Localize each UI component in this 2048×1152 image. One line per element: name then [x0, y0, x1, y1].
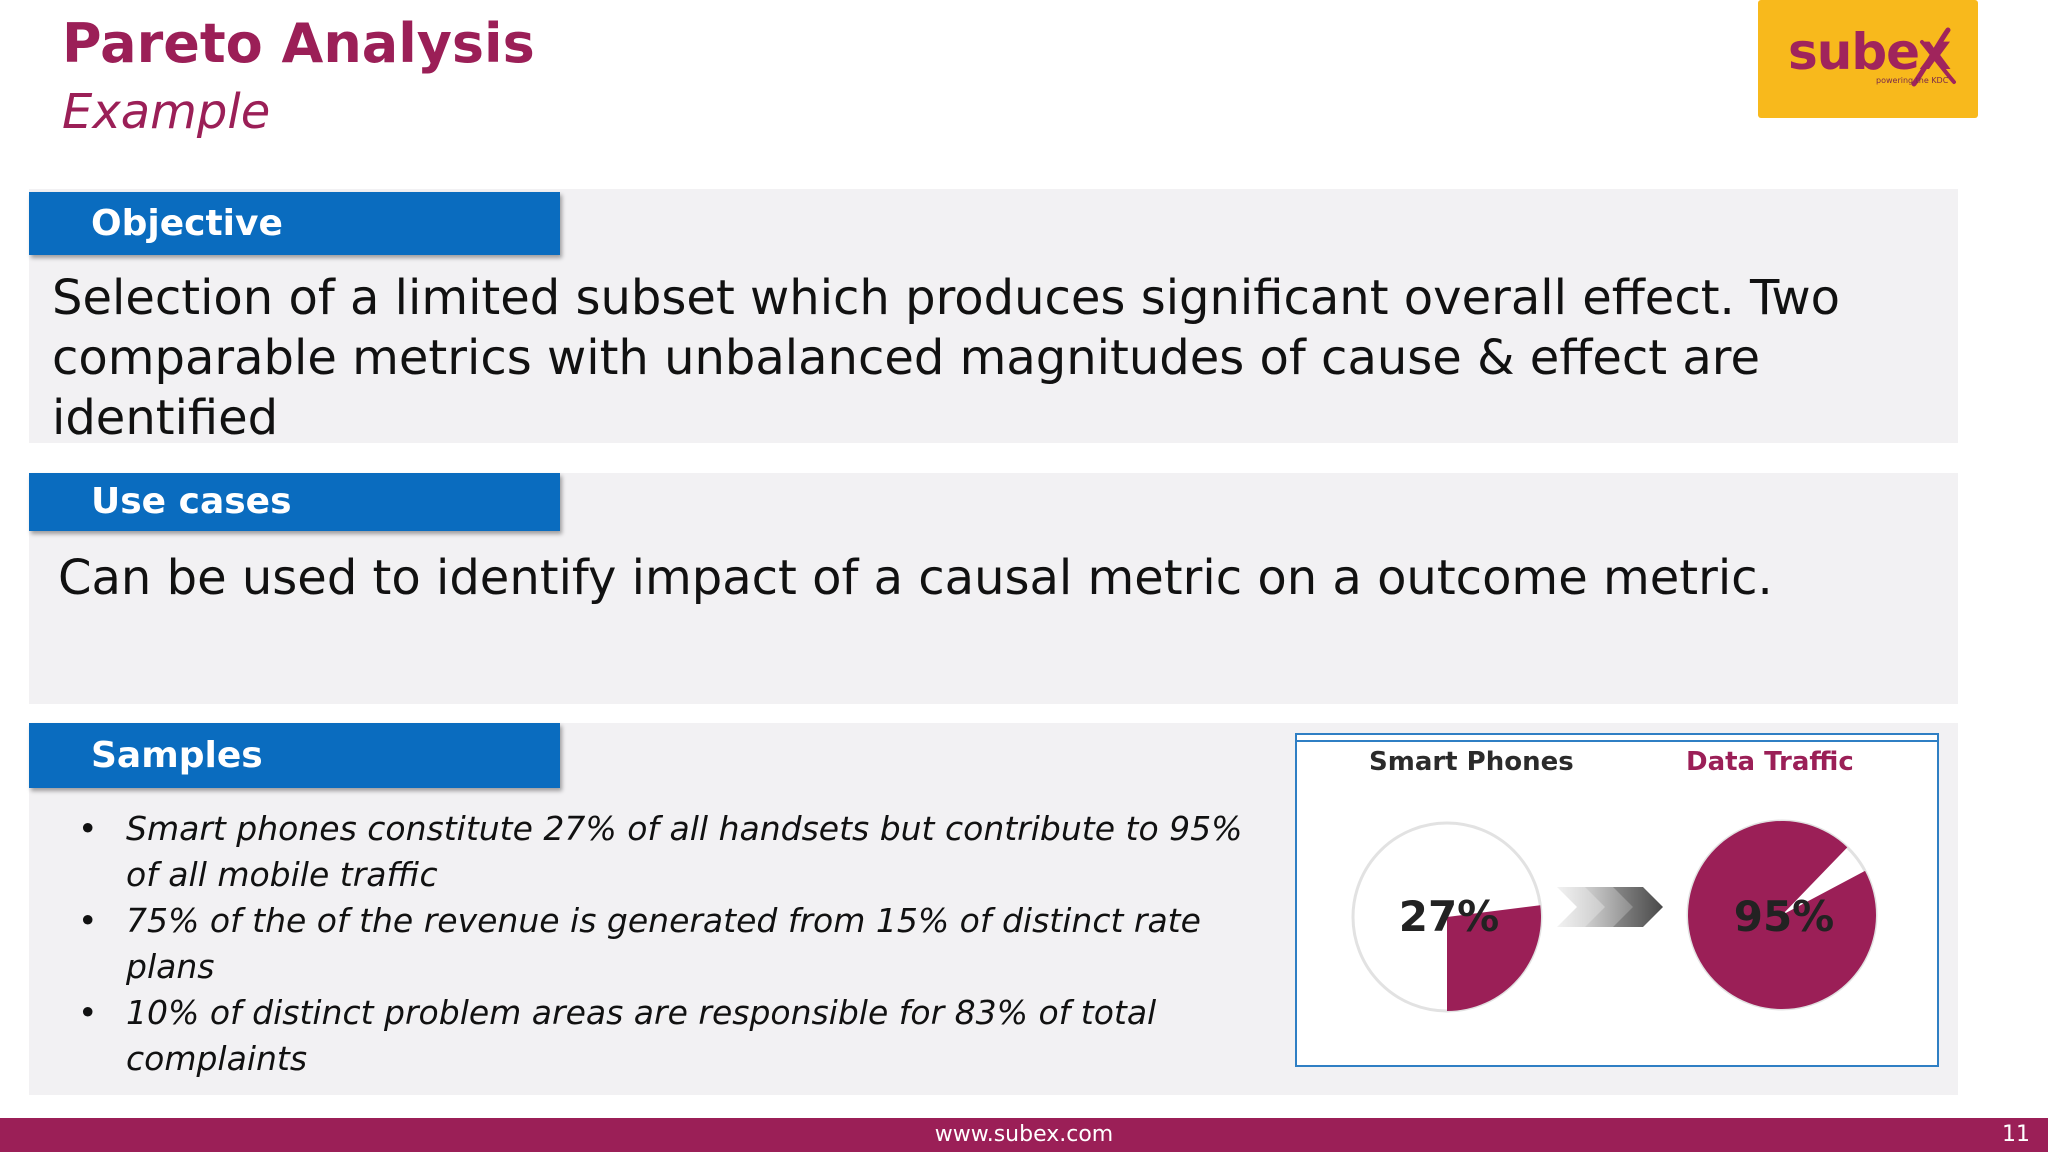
subex-logo: subex powering the KDC — [1758, 0, 1978, 118]
smart-phones-value: 27% — [1399, 892, 1500, 941]
smart-phones-pie — [1351, 821, 1543, 1013]
list-item: • 75% of the of the revenue is generated … — [78, 898, 1268, 990]
data-traffic-pie — [1686, 819, 1878, 1011]
bullet-marker: • — [78, 901, 98, 940]
objective-header: Objective — [29, 192, 560, 255]
bullet-marker: • — [78, 993, 98, 1032]
samples-header: Samples — [29, 723, 560, 788]
data-traffic-label: Data Traffic — [1686, 747, 1854, 777]
objective-text: Selection of a limited subset which prod… — [52, 270, 1841, 446]
pareto-figure: Smart Phones Data Traffic — [1295, 733, 1939, 1067]
use-cases-header: Use cases — [29, 473, 560, 531]
slide-title: Pareto Analysis — [62, 12, 535, 75]
slide-subtitle: Example — [62, 84, 271, 140]
use-cases-text: Can be used to identify impact of a caus… — [58, 550, 1773, 606]
smart-phones-label: Smart Phones — [1369, 747, 1574, 777]
logo-swoosh-icon — [1911, 27, 1956, 87]
samples-list: • Smart phones constitute 27% of all hand… — [78, 806, 1268, 1082]
footer-url: www.subex.com — [934, 1122, 1114, 1147]
sample-text: Smart phones constitute 27% of all hands… — [126, 809, 1243, 894]
figure-top-rule — [1297, 740, 1937, 742]
page-number: 11 — [2002, 1122, 2030, 1147]
sample-text: 10% of distinct problem areas are respon… — [126, 993, 1157, 1078]
sample-text: 75% of the of the revenue is generated f… — [126, 901, 1201, 986]
pie-pair-graphic: 27% 95% — [1351, 819, 1878, 1013]
list-item: • 10% of distinct problem areas are respo… — [78, 990, 1268, 1082]
list-item: • Smart phones constitute 27% of all hand… — [78, 806, 1268, 898]
logo-tagline: powering the KDC — [1876, 76, 1949, 85]
bullet-marker: • — [78, 809, 98, 848]
data-traffic-slice — [1688, 820, 1877, 1009]
footer-bar: www.subex.com 11 — [0, 1118, 2048, 1152]
data-traffic-value: 95% — [1734, 892, 1835, 941]
smart-phones-slice — [1447, 905, 1542, 1011]
double-chevron-right-icon — [1557, 887, 1663, 927]
